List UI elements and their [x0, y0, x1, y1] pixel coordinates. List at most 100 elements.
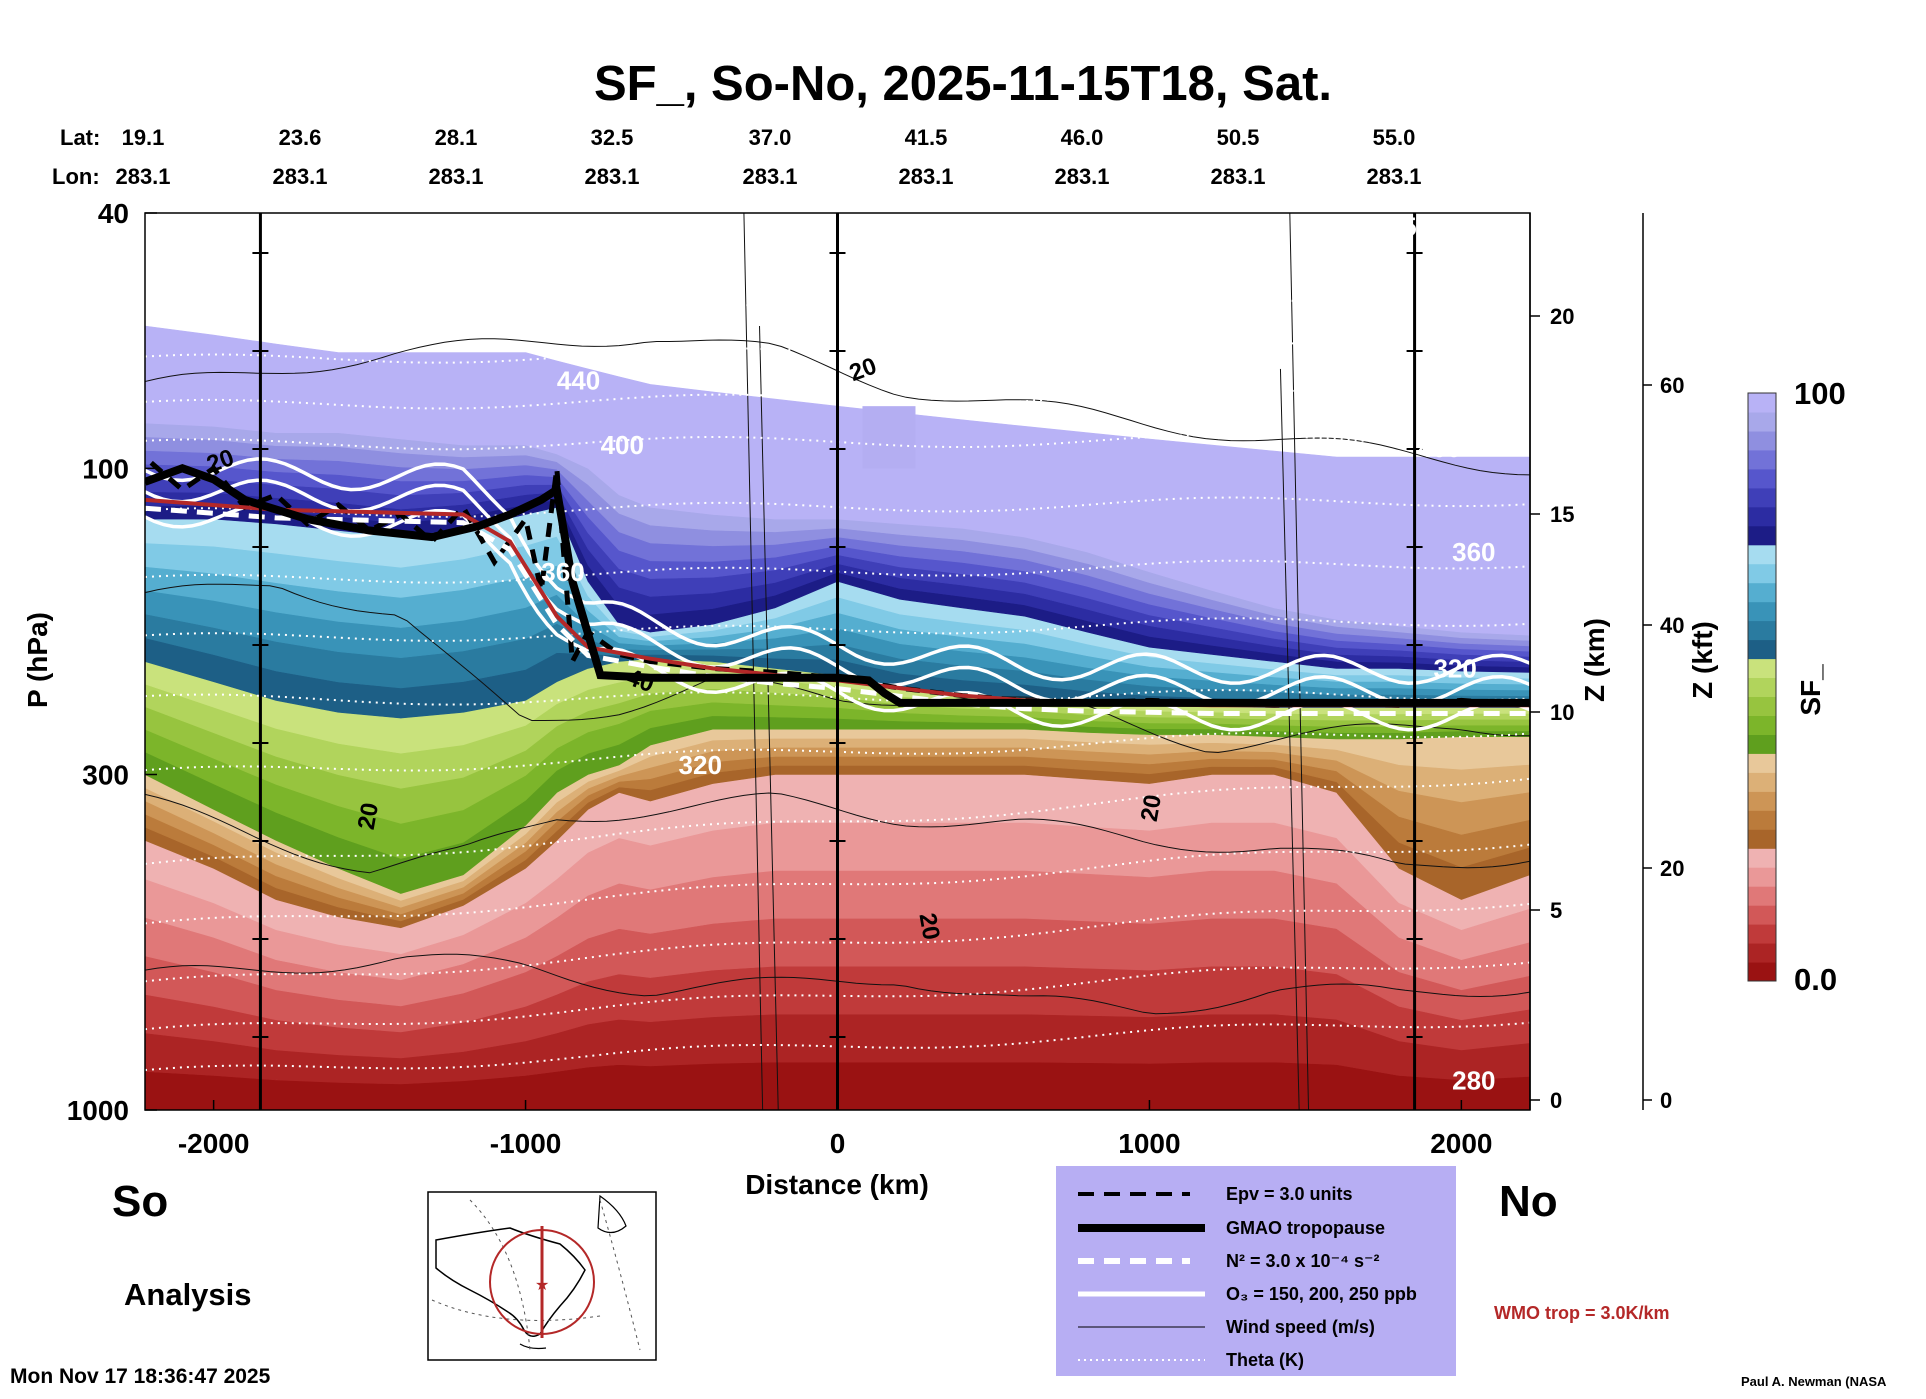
theta-label: 280	[1452, 1066, 1495, 1096]
colorbar-swatch	[1748, 829, 1776, 849]
z-km-label: Z (km)	[1579, 618, 1610, 702]
theta-label: 520	[1402, 212, 1445, 242]
colorbar-swatch	[1748, 449, 1776, 470]
y-tick-label: 100	[82, 453, 129, 484]
colorbar-swatch	[1748, 412, 1776, 432]
credit-label: Paul A. Newman (NASA	[1741, 1374, 1887, 1389]
lat-label: 41.5	[905, 125, 948, 150]
legend-theta: Theta (K)	[1226, 1350, 1304, 1370]
z-km-tick-label: 15	[1550, 502, 1574, 527]
inset-map: ★	[427, 1191, 657, 1361]
x-tick-label: -1000	[490, 1128, 562, 1159]
colorbar-swatch	[1748, 525, 1776, 546]
colorbar-swatch	[1748, 753, 1776, 773]
section-location-lines	[252, 213, 1423, 1110]
colorbar-max-label: 100	[1794, 376, 1846, 411]
z-kft-tick-label: 20	[1660, 856, 1684, 881]
colorbar-swatch	[1748, 506, 1776, 527]
x-tick-label: -2000	[178, 1128, 250, 1159]
theta-label: 440	[1437, 362, 1480, 392]
colorbar-swatch	[1748, 620, 1776, 641]
colorbar-swatch	[1748, 563, 1776, 584]
lon-label: 283.1	[1366, 164, 1421, 189]
lon-label: 283.1	[1054, 164, 1109, 189]
gmao-tropopause-line	[145, 464, 1530, 707]
wind-contour	[743, 213, 764, 1110]
y-tick-label: 300	[82, 759, 129, 790]
colorbar-swatch	[1748, 582, 1776, 603]
north-label: No	[1499, 1177, 1558, 1226]
wind-label: 20	[846, 352, 880, 387]
legend-n2: N² = 3.0 x 10⁻⁴ s⁻²	[1226, 1251, 1379, 1271]
wind-label: 20	[353, 801, 384, 832]
z-kft-tick-label: 60	[1660, 373, 1684, 398]
colorbar-swatch	[1748, 848, 1776, 868]
y-tick-label: 1000	[67, 1095, 129, 1126]
lat-label: 55.0	[1373, 125, 1416, 150]
z-km-axis: 20 15 10 5 0	[1529, 213, 1574, 1113]
legend-wind: Wind speed (m/s)	[1226, 1317, 1375, 1337]
colorbar-swatch	[1748, 430, 1776, 451]
color-band	[862, 406, 916, 469]
colorbar-swatch	[1748, 810, 1776, 830]
z-kft-tick-label: 0	[1660, 1088, 1672, 1113]
colorbar	[1748, 393, 1776, 982]
analysis-label: Analysis	[124, 1277, 252, 1312]
colorbar-swatch	[1748, 393, 1776, 413]
n2-line	[145, 505, 1530, 716]
colorbar-swatch	[1748, 468, 1776, 489]
wind-contour	[759, 325, 779, 1110]
lat-label: 23.6	[279, 125, 322, 150]
colorbar-swatch	[1748, 962, 1776, 982]
y-axis-label: P (hPa)	[22, 612, 53, 708]
colorbar-swatch	[1748, 886, 1776, 906]
wind-contour	[1279, 368, 1300, 1110]
z-kft-axis: 60 40 20 0	[1642, 213, 1684, 1113]
z-km-tick-label: 20	[1550, 304, 1574, 329]
theta-label: 400	[1418, 433, 1461, 463]
theta-label: 400	[601, 430, 644, 460]
plot-area: 520480440400360320520480440400360320280 …	[145, 212, 1530, 1110]
colorbar-swatch	[1748, 696, 1776, 716]
lon-label: 283.1	[1210, 164, 1265, 189]
svg-text:★: ★	[535, 1277, 549, 1294]
timestamp-label: Mon Nov 17 18:36:47 2025	[10, 1365, 271, 1388]
y-tick-label: 40	[98, 198, 129, 229]
theta-label: 440	[557, 366, 600, 396]
south-label: So	[112, 1177, 168, 1226]
lat-label: 46.0	[1061, 125, 1104, 150]
colorbar-swatch	[1748, 677, 1776, 697]
lat-label: 32.5	[591, 125, 634, 150]
lon-row-label: Lon:	[52, 164, 100, 189]
colorbar-swatch	[1748, 867, 1776, 887]
x-axis-label: Distance (km)	[745, 1169, 929, 1200]
colorbar-swatch	[1748, 905, 1776, 925]
lat-label: 28.1	[435, 125, 478, 150]
lon-label: 283.1	[584, 164, 639, 189]
lon-label: 283.1	[272, 164, 327, 189]
theta-label: 520	[591, 237, 634, 267]
lat-row-label: Lat:	[60, 125, 100, 150]
colorbar-swatch	[1748, 658, 1776, 678]
colorbar-swatch	[1748, 639, 1776, 660]
theta-label: 360	[541, 557, 584, 587]
latitude-labels: 19.1 23.6 28.1 32.5 37.0 41.5 46.0 50.5 55.0	[122, 125, 1416, 150]
z-km-tick-label: 5	[1550, 898, 1562, 923]
lat-label: 37.0	[749, 125, 792, 150]
wmo-legend-label: WMO trop = 3.0K/km	[1494, 1303, 1670, 1323]
legend: Epv = 3.0 units GMAO tropopause N² = 3.0…	[1056, 1166, 1456, 1376]
colorbar-min-label: 0.0	[1794, 962, 1837, 997]
colorbar-swatch	[1748, 734, 1776, 754]
theta-label: 360	[1452, 537, 1495, 567]
lon-label: 283.1	[742, 164, 797, 189]
lat-label: 50.5	[1217, 125, 1260, 150]
longitude-labels: 283.1 283.1 283.1 283.1 283.1 283.1 283.1 283.1…	[115, 164, 1421, 189]
lat-label: 19.1	[122, 125, 165, 150]
colorbar-swatch	[1748, 487, 1776, 508]
colorbar-frame	[1747, 392, 1777, 982]
theta-label: 480	[560, 311, 603, 341]
x-tick-label: 2000	[1430, 1128, 1492, 1159]
theta-label: 480	[1452, 302, 1495, 332]
chart-title: SF_, So-No, 2025-11-15T18, Sat.	[594, 57, 1332, 111]
